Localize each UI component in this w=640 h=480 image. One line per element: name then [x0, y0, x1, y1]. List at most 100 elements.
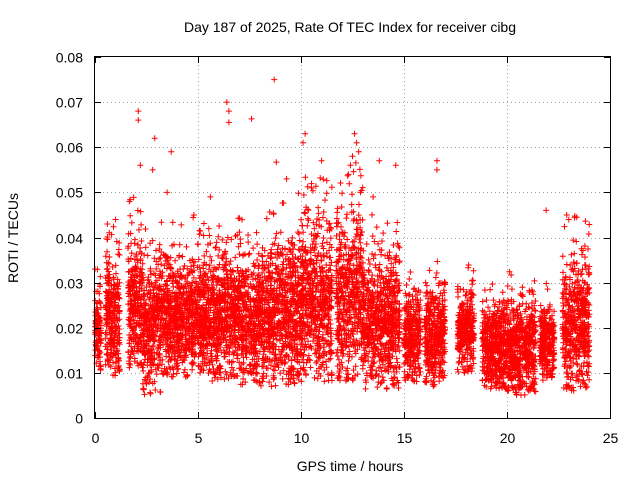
data-point	[152, 272, 159, 279]
data-point	[125, 282, 132, 289]
data-point	[147, 315, 154, 322]
data-point	[162, 282, 169, 289]
data-point	[144, 356, 151, 363]
data-point	[323, 190, 330, 197]
data-point	[125, 290, 132, 297]
data-point	[115, 337, 122, 344]
data-point	[326, 316, 333, 323]
data-point	[133, 251, 140, 258]
data-point	[338, 203, 345, 210]
data-point	[166, 310, 173, 317]
data-point	[112, 270, 119, 277]
data-point	[134, 207, 141, 214]
data-point	[307, 364, 314, 371]
data-point	[96, 337, 102, 344]
data-point	[116, 279, 123, 286]
data-point	[165, 343, 172, 350]
data-point	[92, 352, 99, 359]
data-point	[195, 256, 202, 263]
data-point	[112, 372, 119, 379]
data-point	[95, 331, 102, 338]
data-point	[173, 370, 180, 377]
data-point	[149, 237, 156, 244]
data-point	[243, 354, 250, 361]
data-point	[163, 370, 170, 377]
data-point	[196, 312, 203, 319]
data-point	[153, 265, 160, 272]
data-point	[163, 353, 170, 360]
data-point	[164, 257, 171, 264]
data-point	[141, 330, 148, 337]
data-point	[200, 232, 207, 239]
data-point	[114, 317, 121, 324]
data-point	[302, 174, 309, 181]
data-point	[144, 362, 151, 369]
data-point	[156, 350, 163, 357]
data-point	[201, 270, 208, 277]
data-point	[140, 291, 147, 298]
data-point	[178, 311, 185, 318]
data-point	[175, 308, 182, 315]
data-point	[125, 258, 132, 265]
data-point	[116, 310, 123, 317]
data-point	[369, 251, 376, 258]
data-point	[288, 357, 295, 364]
data-point	[295, 190, 302, 197]
data-point	[273, 336, 280, 343]
data-point	[178, 274, 185, 281]
data-point	[166, 273, 173, 280]
data-point	[160, 302, 167, 309]
data-point	[165, 358, 172, 365]
data-point	[141, 337, 148, 344]
data-point	[149, 329, 156, 336]
data-point	[157, 287, 164, 294]
data-point	[131, 355, 138, 362]
data-point	[143, 322, 150, 329]
data-point	[357, 172, 364, 179]
data-point	[112, 262, 119, 269]
data-point	[378, 251, 385, 258]
data-point	[139, 274, 146, 281]
data-point	[111, 327, 118, 334]
data-point	[186, 346, 193, 353]
data-point	[344, 236, 351, 243]
data-point	[174, 357, 181, 364]
data-point	[334, 205, 341, 212]
data-point	[254, 370, 261, 377]
data-point	[151, 255, 158, 262]
data-point	[147, 390, 154, 397]
data-point	[110, 274, 117, 281]
data-point	[304, 183, 311, 190]
data-point	[304, 215, 311, 222]
data-point	[352, 159, 359, 166]
data-point	[103, 306, 110, 313]
data-point	[199, 331, 206, 338]
data-point	[300, 238, 307, 245]
data-point	[215, 233, 222, 240]
data-point	[161, 326, 168, 333]
data-point	[327, 235, 334, 242]
data-point	[152, 366, 159, 373]
data-point	[136, 347, 143, 354]
data-point	[194, 240, 201, 247]
data-point	[188, 338, 195, 345]
data-point	[149, 311, 156, 318]
data-point	[245, 232, 252, 239]
data-point	[103, 259, 110, 266]
data-point	[115, 291, 122, 298]
data-point	[289, 234, 296, 241]
data-point	[169, 329, 176, 336]
data-point	[134, 241, 141, 248]
data-point	[170, 283, 177, 290]
data-point	[320, 234, 327, 241]
data-point	[180, 369, 187, 376]
data-point	[343, 215, 350, 222]
data-point	[181, 262, 188, 269]
data-point	[96, 333, 103, 340]
data-point	[311, 350, 318, 357]
data-point	[273, 230, 280, 237]
data-point	[137, 245, 144, 252]
data-point	[134, 295, 141, 302]
data-point	[173, 361, 180, 368]
data-point	[357, 239, 364, 246]
